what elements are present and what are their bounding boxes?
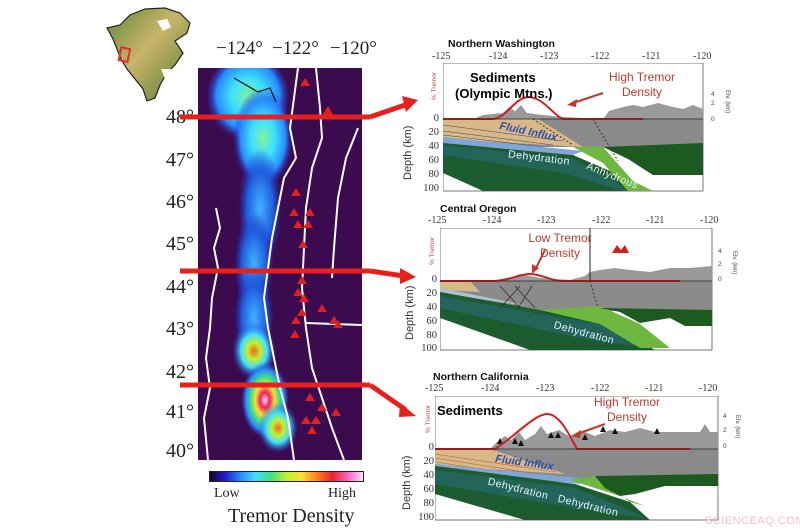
depth-tick: 100 (423, 183, 439, 194)
elevation-axis-label: Elv. (km) (731, 251, 737, 275)
depth-tick: 0 (428, 442, 434, 453)
depth-axis-label: Depth (km) (402, 125, 414, 180)
depth-tick: 100 (418, 512, 434, 523)
elev-tick: 0 (711, 116, 715, 123)
cross-section-northern-california: Northern California -125 -124 -123 -122 … (395, 365, 800, 530)
x-tick: -121 (645, 383, 664, 394)
elev-tick: 0 (718, 276, 722, 283)
tremor-axis-label: % Tremor (429, 236, 436, 265)
x-tick: -123 (540, 51, 559, 62)
high-tremor-label: High Tremor Density (593, 395, 661, 424)
lat-tick-46: 46° (166, 191, 194, 213)
depth-tick: 40 (423, 470, 435, 481)
lat-tick-47: 47° (166, 149, 194, 171)
section-plot (443, 63, 704, 192)
depth-tick: 0 (431, 274, 437, 285)
lat-tick-44: 44° (166, 276, 194, 298)
depth-tick: 60 (426, 316, 438, 327)
x-tick: -122 (591, 51, 610, 62)
x-tick: -125 (432, 51, 451, 62)
x-tick: -125 (428, 215, 447, 226)
lon-tick-124: −124° (216, 38, 263, 59)
tremor-axis-label: % Tremor (425, 404, 432, 433)
depth-tick: 60 (428, 155, 440, 166)
elev-tick: 2 (711, 100, 715, 107)
depth-tick: 40 (426, 302, 438, 313)
lat-tick-41: 41° (166, 401, 194, 423)
watermark: SCIENCEAQ.COM (705, 515, 800, 527)
x-tick: -122 (592, 215, 611, 226)
depth-tick: 100 (421, 343, 437, 354)
section-lines (180, 96, 418, 417)
sediments-label: Sediments (437, 403, 503, 418)
sediments-label: Sediments (470, 70, 536, 85)
x-tick: -122 (591, 383, 610, 394)
colorbar-high-label: High (328, 486, 356, 501)
section-title: Northern Washington (448, 38, 555, 50)
elev-tick: 2 (718, 261, 722, 268)
high-tremor-label: High Tremor Density (608, 70, 676, 99)
inset-map (95, 3, 205, 103)
x-tick: -121 (646, 215, 665, 226)
depth-tick: 80 (428, 169, 440, 180)
elev-tick: 2 (723, 427, 727, 434)
elevation-axis-label: Elv. (km) (734, 415, 740, 439)
section-title: Northern California (433, 371, 529, 383)
lon-tick-120: −120° (330, 38, 377, 59)
depth-tick: 40 (428, 141, 440, 152)
elev-tick: 4 (723, 413, 727, 420)
colorbar-low-label: Low (214, 486, 240, 501)
x-tick: -124 (481, 383, 500, 394)
depth-tick: 80 (426, 330, 438, 341)
olympic-mtns-label: (Olympic Mtns.) (455, 86, 553, 101)
lat-tick-45: 45° (166, 233, 194, 255)
colorbar (209, 471, 364, 482)
elev-tick: 4 (711, 91, 715, 98)
x-tick: -120 (693, 51, 712, 62)
x-tick: -121 (642, 51, 661, 62)
tremor-axis-label: % Tremor (431, 71, 438, 100)
depth-tick: 0 (433, 113, 439, 124)
section-plot (440, 228, 713, 351)
x-tick: -120 (699, 383, 718, 394)
depth-tick: 20 (428, 127, 440, 138)
cross-section-central-oregon: Central Oregon -125 -124 -123 -122 -121 … (395, 195, 800, 365)
x-tick: -120 (700, 215, 719, 226)
volcano-icons (289, 78, 343, 434)
lon-tick-122: −122° (272, 38, 319, 59)
lat-tick-40: 40° (166, 440, 194, 462)
x-tick: -123 (536, 383, 555, 394)
x-tick: -123 (537, 215, 556, 226)
lat-tick-43: 43° (166, 318, 194, 340)
section-plot (435, 396, 719, 521)
elev-tick: 4 (718, 248, 722, 255)
lat-tick-42: 42° (166, 361, 194, 383)
colorbar-title: Tremor Density (228, 505, 355, 527)
x-tick: -124 (483, 215, 502, 226)
depth-tick: 80 (423, 498, 435, 509)
elevation-axis-label: Elv. (km) (724, 90, 730, 114)
depth-tick: 20 (423, 456, 435, 467)
x-tick: -125 (425, 383, 444, 394)
cross-section-northern-washington: Northern Washington -125 -124 -123 -122 … (395, 30, 800, 200)
x-tick: -124 (489, 51, 508, 62)
low-tremor-label: Low Tremor Density (528, 231, 592, 260)
depth-tick: 60 (423, 484, 435, 495)
elev-tick: 0 (723, 443, 727, 450)
section-title: Central Oregon (440, 203, 517, 215)
depth-axis-label: Depth (km) (401, 455, 413, 510)
depth-tick: 20 (426, 288, 438, 299)
depth-axis-label: Depth (km) (404, 285, 416, 340)
